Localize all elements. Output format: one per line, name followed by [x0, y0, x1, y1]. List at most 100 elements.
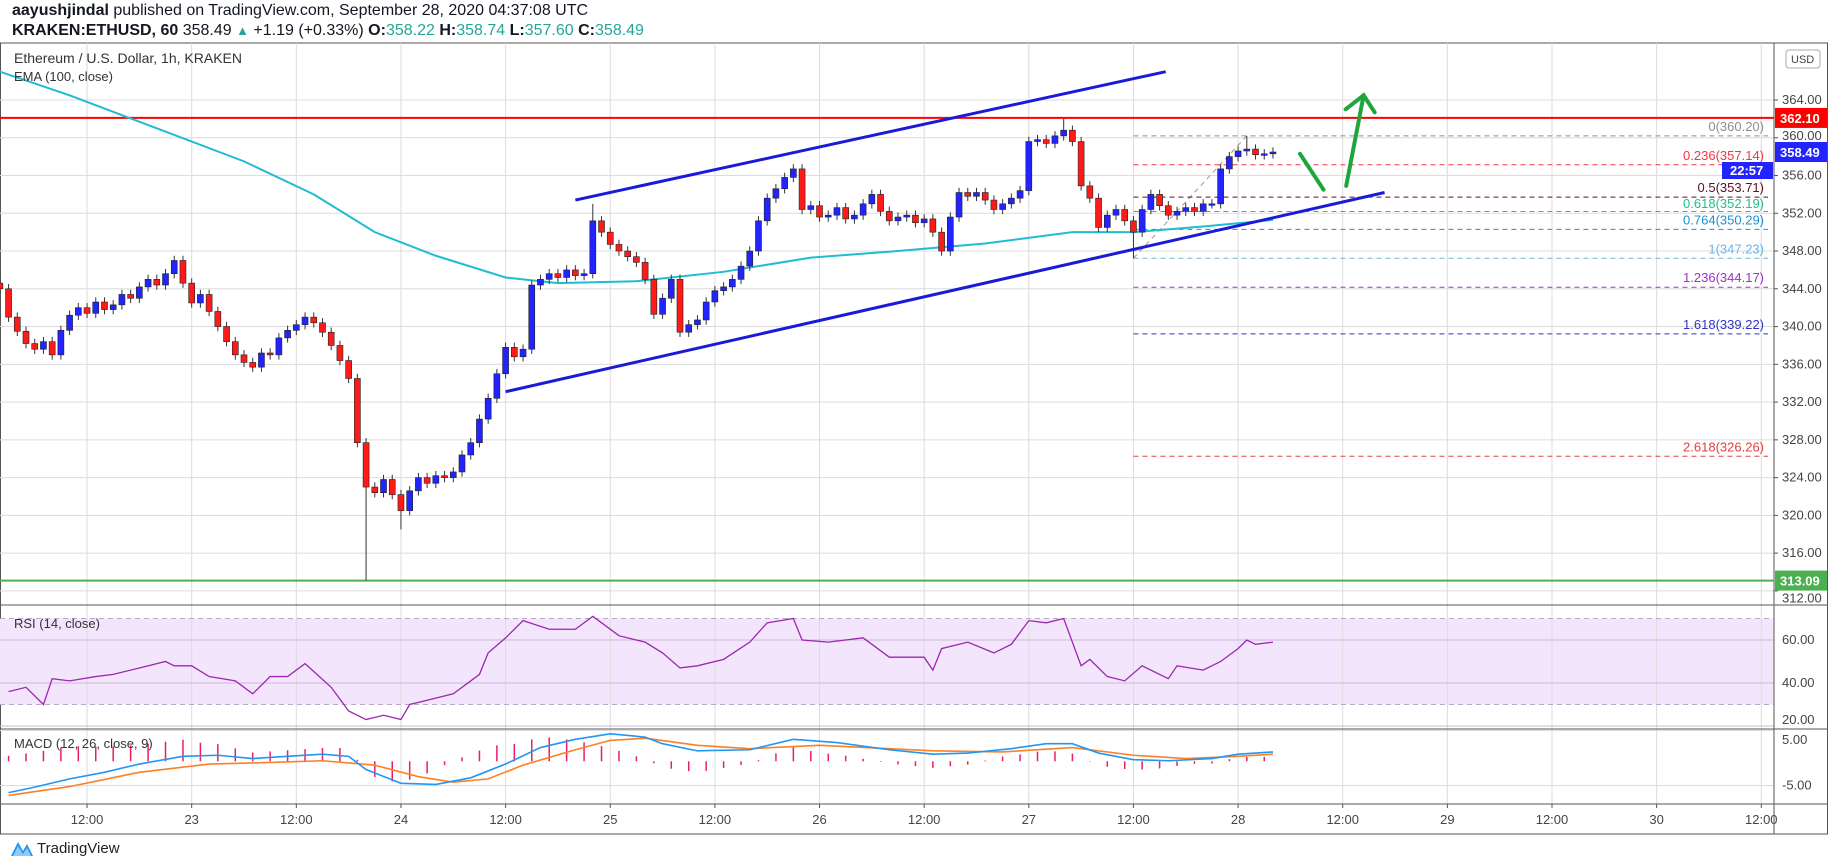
- price-tick-label: 328.00: [1782, 432, 1822, 447]
- candle: [432, 470, 440, 488]
- candle-body-up: [851, 214, 858, 220]
- price-tick-label: 360.00: [1782, 128, 1822, 143]
- candle-body-up: [694, 319, 701, 325]
- candle-body-up: [92, 301, 100, 314]
- up-arrow-head: [1343, 92, 1377, 115]
- candle-body-down: [214, 311, 222, 327]
- candle: [380, 474, 387, 498]
- candle-body-up: [519, 348, 527, 358]
- ema-legend[interactable]: EMA (100, close): [14, 69, 113, 84]
- candle: [903, 210, 911, 222]
- candle-body-up: [502, 347, 509, 375]
- candle-body-down: [354, 378, 361, 443]
- candle-body-down: [938, 231, 945, 252]
- candle: [162, 268, 169, 290]
- candle: [816, 201, 823, 222]
- candle: [990, 195, 998, 215]
- candle: [231, 336, 239, 360]
- candle: [1069, 125, 1076, 147]
- low-value: 357.60: [524, 22, 574, 39]
- macd-line: [8, 732, 1274, 794]
- candle-body-up: [790, 168, 797, 178]
- candle: [205, 289, 213, 317]
- candle: [397, 489, 405, 530]
- candle: [258, 348, 265, 372]
- candle: [511, 342, 518, 362]
- candle: [868, 189, 876, 209]
- candle: [563, 265, 570, 283]
- candle-body-down: [1042, 139, 1050, 144]
- fib-level-label: 0.764(350.29): [1683, 212, 1764, 227]
- candle-body-down: [1069, 129, 1076, 142]
- fib-level-label: 0.5(353.71): [1698, 180, 1765, 195]
- candle: [476, 414, 483, 448]
- author-name[interactable]: aayushjindal: [12, 2, 109, 19]
- candle-body-down: [345, 360, 352, 379]
- price-tick-label: 312.00: [1782, 591, 1822, 606]
- candle-body-up: [197, 294, 204, 304]
- candle-body-down: [231, 341, 239, 356]
- candle-body-down: [388, 479, 396, 495]
- candle-body-up: [737, 265, 745, 280]
- candle-body-down: [885, 211, 893, 222]
- candle-body-up: [545, 273, 553, 280]
- candle-body-down: [127, 294, 134, 299]
- candle: [240, 350, 248, 368]
- candle: [1051, 131, 1059, 149]
- candle-body-down: [423, 477, 431, 484]
- candle-body-down: [153, 279, 161, 286]
- candle-body-down: [877, 194, 884, 212]
- candle-body-down: [266, 352, 274, 356]
- candle: [170, 255, 178, 279]
- tradingview-logo[interactable]: TradingView: [10, 838, 120, 858]
- candle-body-down: [798, 168, 806, 210]
- candle: [275, 333, 283, 360]
- candle-body-down: [249, 362, 257, 368]
- rsi-line: [8, 615, 1274, 721]
- candle: [293, 319, 300, 336]
- candle: [851, 210, 858, 224]
- candle: [1173, 206, 1181, 220]
- candle-body-up: [449, 471, 457, 478]
- channel-lower-line: [505, 191, 1385, 394]
- candle: [0, 278, 4, 294]
- candle: [519, 344, 527, 362]
- macd-signal-line: [8, 737, 1274, 797]
- candle: [781, 172, 788, 194]
- candle: [1217, 164, 1224, 209]
- candle-body-up: [1199, 203, 1207, 212]
- candle-body-up: [75, 307, 82, 316]
- candle-body-down: [397, 494, 405, 511]
- candle-body-down: [31, 343, 39, 350]
- candle: [467, 437, 475, 460]
- open-label: O:: [368, 22, 386, 39]
- candle-body-up: [301, 316, 309, 325]
- candle: [615, 239, 623, 256]
- candle-body-down: [598, 220, 605, 233]
- macd-legend[interactable]: MACD (12, 26, close, 9): [14, 736, 153, 751]
- candle-body-down: [336, 345, 344, 361]
- candle: [31, 338, 39, 354]
- candle: [153, 274, 161, 290]
- candle-body-up: [1217, 168, 1224, 205]
- open-value: 358.22: [385, 22, 435, 39]
- candle: [223, 321, 230, 347]
- tradingview-icon: [11, 842, 33, 856]
- candle: [720, 282, 727, 296]
- candle-body-down: [188, 282, 195, 304]
- candle: [790, 164, 797, 183]
- candle-body-down: [816, 205, 823, 218]
- candle: [1147, 189, 1155, 215]
- candle: [1226, 151, 1233, 174]
- candle: [807, 201, 815, 215]
- candle-body-up: [1226, 156, 1233, 170]
- candle-body-down: [441, 475, 448, 478]
- candle-body-up: [537, 279, 544, 286]
- candle-body-up: [772, 188, 780, 199]
- candle-body-up: [763, 197, 771, 222]
- candle-body-up: [109, 304, 117, 310]
- candle: [83, 302, 91, 319]
- candle: [641, 257, 649, 285]
- rsi-legend[interactable]: RSI (14, close): [14, 616, 100, 631]
